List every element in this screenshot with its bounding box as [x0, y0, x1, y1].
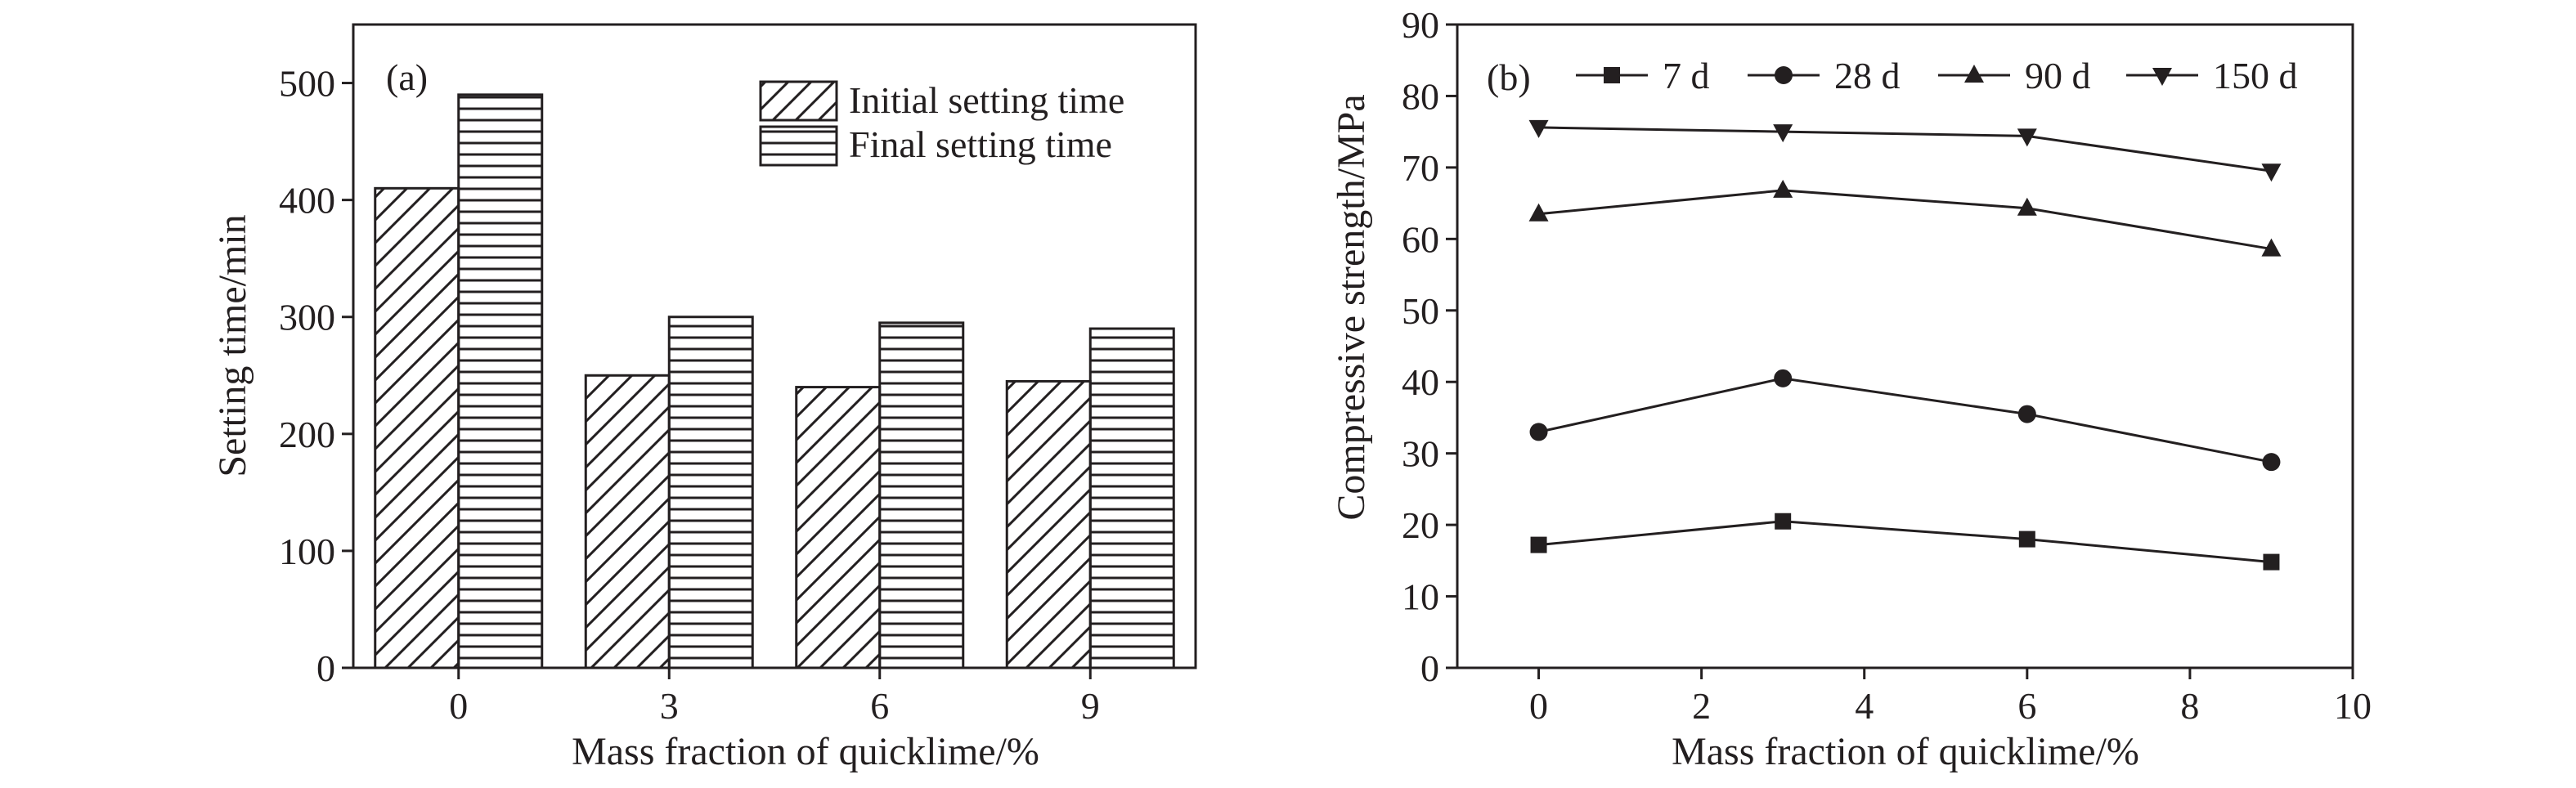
panel-b-label: (b) [1487, 56, 1531, 98]
bar-final-setting-time-3 [667, 316, 754, 669]
point-28-d-x0 [1529, 423, 1548, 441]
y-tick-label-400: 400 [279, 180, 335, 222]
y-tick-label-0: 0 [1420, 647, 1439, 689]
point-150-d-x0 [1528, 119, 1549, 138]
legend-label-90-d: 90 d [2025, 55, 2091, 96]
point-28-d-x3 [1774, 369, 1793, 387]
y-tick-label-0: 0 [316, 647, 335, 689]
bar-final-setting-time-0 [457, 93, 544, 669]
x-tick-label-6: 6 [870, 685, 889, 727]
y-tick-label-90: 90 [1402, 4, 1439, 46]
y-tick-label-10: 10 [1402, 576, 1439, 618]
point-7-d-x3 [1775, 513, 1792, 530]
point-150-d-x3 [1773, 124, 1793, 143]
series-line-7-d [1538, 520, 2272, 564]
legend-marker-7-d [1604, 67, 1620, 83]
series-line-90-d [1538, 189, 2272, 251]
panel-b-compressive-strength-chart: 0 10 20 30 40 50 60 70 80 90 0 2 4 6 8 10 (b) 7 d 28 d 9… [1330, 4, 2372, 773]
point-90-d-x3 [1773, 179, 1793, 198]
point-90-d-x9 [2261, 238, 2282, 257]
y-tick-label-30: 30 [1402, 433, 1439, 475]
x-tick-label-2: 2 [1692, 685, 1711, 727]
point-90-d-x0 [1528, 203, 1549, 222]
x-tick-label-0: 0 [449, 685, 468, 727]
panel-a-setting-time-chart: 0 100 200 300 400 500 0 3 6 9 (a) Initial settin… [211, 23, 1197, 773]
point-150-d-x6 [2017, 128, 2037, 147]
y-tick-label-500: 500 [279, 63, 335, 105]
point-28-d-x9 [2262, 453, 2281, 472]
y-tick-label-300: 300 [279, 297, 335, 338]
x-tick-label-6: 6 [2017, 685, 2036, 727]
y-tick-label-80: 80 [1402, 75, 1439, 117]
panel-b-x-axis-title: Mass fraction of quicklime/% [1672, 730, 2139, 773]
y-tick-label-100: 100 [279, 531, 335, 572]
legend-label-initial-setting-time: Initial setting time [849, 79, 1124, 121]
series-line-28-d [1538, 377, 2272, 463]
legend-marker-90-d [1964, 65, 1984, 83]
x-tick-label-4: 4 [1855, 685, 1874, 727]
x-tick-label-10: 10 [2334, 685, 2372, 727]
legend-marker-150-d [2152, 68, 2172, 86]
bar-initial-setting-time-3 [584, 374, 671, 669]
y-tick-label-20: 20 [1402, 504, 1439, 546]
panel-a-bars [374, 93, 1175, 669]
series-line-150-d [1538, 126, 2272, 172]
bar-initial-setting-time-9 [1005, 379, 1092, 669]
panel-a-y-axis: 0 100 200 300 400 500 [279, 63, 353, 689]
point-7-d-x6 [2018, 531, 2035, 548]
point-7-d-x0 [1530, 536, 1547, 553]
panel-b-plot-frame [1456, 23, 2354, 669]
point-28-d-x6 [2017, 405, 2036, 423]
panel-b-legend: 7 d 28 d 90 d 150 d [1576, 55, 2298, 96]
point-90-d-x6 [2017, 197, 2037, 216]
panel-a-y-axis-title: Setting time/min [211, 214, 254, 477]
legend-label-150-d: 150 d [2213, 55, 2298, 96]
y-tick-label-70: 70 [1402, 147, 1439, 189]
bar-initial-setting-time-0 [374, 186, 460, 669]
point-150-d-x9 [2261, 163, 2282, 182]
panel-a-legend: Initial setting time Final setting time [759, 79, 1124, 167]
bar-final-setting-time-9 [1088, 327, 1175, 669]
legend-label-28-d: 28 d [1834, 55, 1901, 96]
x-tick-label-9: 9 [1081, 685, 1100, 727]
legend-label-7-d: 7 d [1663, 55, 1710, 96]
panel-b-x-axis: 0 2 4 6 8 10 [1529, 668, 2372, 727]
panel-a-plot-frame [352, 23, 1197, 669]
panel-a-label: (a) [386, 56, 428, 98]
legend-swatch-initial-setting-time [759, 80, 838, 122]
y-tick-label-60: 60 [1402, 218, 1439, 260]
legend-label-final-setting-time: Final setting time [849, 123, 1112, 165]
y-tick-label-40: 40 [1402, 361, 1439, 403]
panel-b-series-lines [1528, 119, 2282, 571]
panel-b-y-axis: 0 10 20 30 40 50 60 70 80 90 [1402, 4, 1457, 689]
panel-a-x-axis-title: Mass fraction of quicklime/% [572, 730, 1039, 773]
x-tick-label-3: 3 [660, 685, 679, 727]
panel-a-x-axis: 0 3 6 9 [449, 668, 1100, 727]
point-7-d-x9 [2263, 553, 2280, 571]
legend-swatch-final-setting-time [759, 125, 838, 167]
x-tick-label-8: 8 [2180, 685, 2199, 727]
legend-marker-28-d [1775, 66, 1793, 84]
bar-initial-setting-time-6 [795, 386, 882, 669]
y-tick-label-50: 50 [1402, 290, 1439, 332]
y-tick-label-200: 200 [279, 414, 335, 455]
x-tick-label-0: 0 [1529, 685, 1548, 727]
bar-final-setting-time-6 [878, 321, 965, 669]
panel-b-y-axis-title: Compressive strength/MPa [1330, 94, 1373, 520]
